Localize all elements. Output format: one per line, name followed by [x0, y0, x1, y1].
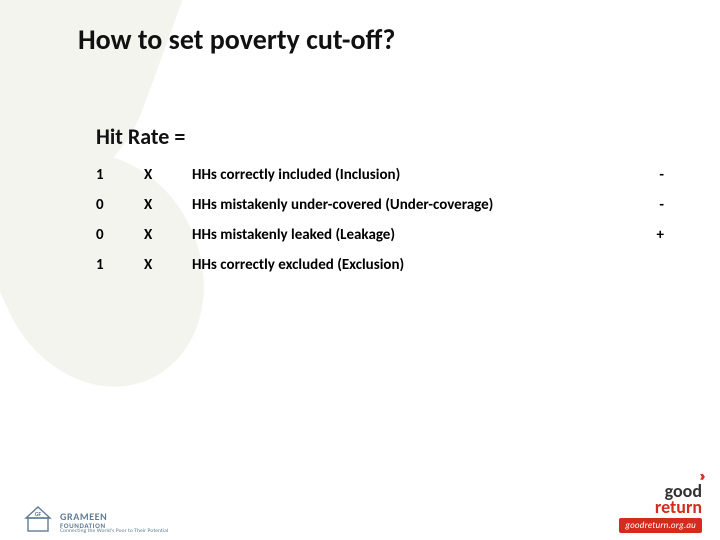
grameen-tagline: Connecting the World's Poor to Their Pot…: [60, 529, 168, 535]
cell-sign: -: [640, 166, 664, 184]
cell-weight: 0: [96, 226, 144, 244]
goodreturn-brand: good return: [619, 483, 702, 515]
grameen-logo: GF GRAMEEN FOUNDATION Connecting the Wor…: [22, 504, 168, 534]
cell-description: HHs correctly excluded (Exclusion): [192, 256, 640, 274]
cell-description: HHs mistakenly under-covered (Under-cove…: [192, 196, 640, 214]
table-row: 1 X HHs correctly excluded (Exclusion): [96, 250, 664, 280]
grameen-text: GRAMEEN FOUNDATION Connecting the World'…: [60, 512, 168, 535]
cell-multiplier: X: [144, 166, 192, 184]
grameen-house-icon: GF: [22, 504, 54, 534]
cell-multiplier: X: [144, 226, 192, 244]
cell-sign: +: [640, 226, 664, 244]
goodreturn-logo: ›› good return goodreturn.org.au: [619, 474, 702, 534]
table-row: 0 X HHs mistakenly under-covered (Under-…: [96, 190, 664, 220]
slide-title: How to set poverty cut-off?: [78, 22, 672, 57]
cell-description: HHs mistakenly leaked (Leakage): [192, 226, 640, 244]
cell-weight: 0: [96, 196, 144, 214]
cell-description: HHs correctly included (Inclusion): [192, 166, 640, 184]
svg-text:GF: GF: [35, 510, 42, 518]
cell-multiplier: X: [144, 256, 192, 274]
cell-weight: 1: [96, 256, 144, 274]
table-row: 1 X HHs correctly included (Inclusion) -: [96, 160, 664, 190]
goodreturn-url: goodreturn.org.au: [619, 518, 702, 533]
cell-sign: -: [640, 196, 664, 214]
table-row: 0 X HHs mistakenly leaked (Leakage) +: [96, 220, 664, 250]
footer: GF GRAMEEN FOUNDATION Connecting the Wor…: [0, 486, 720, 540]
grameen-brand: GRAMEEN: [60, 512, 168, 522]
slide-content: How to set poverty cut-off? Hit Rate = 1…: [0, 0, 720, 280]
cell-weight: 1: [96, 166, 144, 184]
hit-rate-heading: Hit Rate =: [96, 123, 672, 150]
hit-rate-table: 1 X HHs correctly included (Inclusion) -…: [96, 160, 664, 280]
brand-return: return: [655, 496, 702, 518]
cell-multiplier: X: [144, 196, 192, 214]
